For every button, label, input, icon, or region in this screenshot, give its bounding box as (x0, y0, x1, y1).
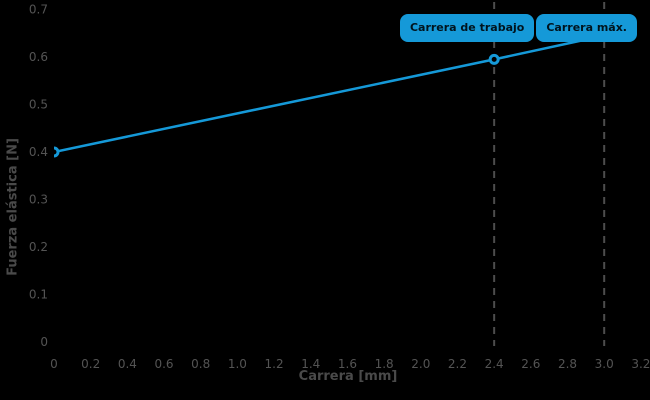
series-fuerza-elastica (54, 34, 605, 158)
x-tick-label: 3.2 (631, 357, 650, 371)
x-tick-label: 0.2 (81, 357, 100, 371)
carrera-max-chip[interactable]: Carrera máx. (536, 14, 637, 42)
x-axis-title: Carrera [mm] (298, 369, 398, 384)
x-tick-label: 1.8 (375, 357, 394, 371)
x-tick-label: 2.4 (485, 357, 504, 371)
y-tick-label: 0 (40, 335, 48, 349)
x-tick-label: 0.6 (154, 357, 173, 371)
force-line (54, 34, 605, 154)
x-tick-label: 1.2 (265, 357, 284, 371)
x-tick-label: 2.0 (411, 357, 430, 371)
x-tick-label: 3.0 (595, 357, 614, 371)
y-axis-title: Fuerza elástica [N] (5, 138, 21, 276)
x-tick-label: 1.4 (301, 357, 320, 371)
y-tick-label: 0.2 (29, 240, 48, 254)
data-point-marker (54, 146, 60, 158)
x-tick-label: 2.6 (521, 357, 540, 371)
x-tick-label: 2.8 (558, 357, 577, 371)
reference-chips: Carrera de trabajo Carrera máx. (399, 14, 637, 42)
x-tick-label: 1.0 (228, 357, 247, 371)
y-tick-label: 0.3 (29, 193, 48, 207)
data-point-marker (488, 53, 500, 65)
x-tick-label: 2.2 (448, 357, 467, 371)
y-tick-label: 0.5 (29, 98, 48, 112)
y-tick-label: 0.7 (29, 3, 48, 17)
x-tick-label: 0 (50, 357, 58, 371)
x-tick-label: 0.4 (118, 357, 137, 371)
x-tick-label: 1.6 (338, 357, 357, 371)
y-tick-label: 0.6 (29, 50, 48, 64)
y-tick-label: 0.4 (29, 145, 48, 159)
y-tick-label: 0.1 (29, 288, 48, 302)
carrera-de-trabajo-chip[interactable]: Carrera de trabajo (399, 14, 535, 42)
x-tick-label: 0.8 (191, 357, 210, 371)
